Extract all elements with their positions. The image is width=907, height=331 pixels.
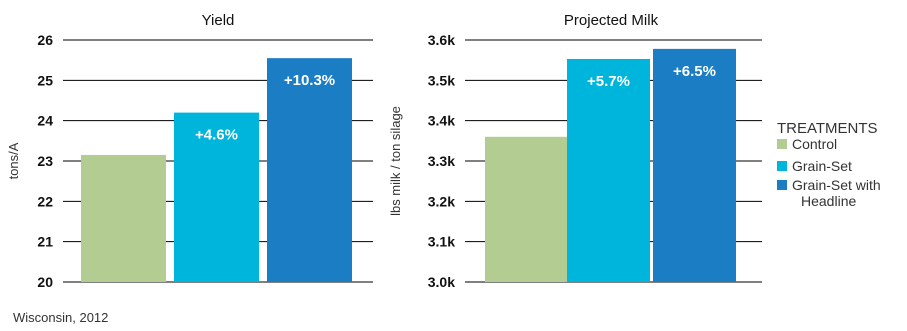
yield-y-tick-label: 21	[37, 234, 53, 250]
yield-bar-2	[174, 112, 259, 282]
milk-data-label-2: +5.7%	[587, 73, 630, 90]
legend-title: TREATMENTS	[777, 120, 878, 137]
yield-y-tick-label: 23	[37, 153, 53, 169]
yield-data-label-2: +4.6%	[195, 127, 238, 144]
milk-y-tick-label: 3.0k	[428, 274, 455, 290]
legend-swatch-3	[777, 180, 787, 190]
yield-chart-title: Yield	[202, 12, 235, 29]
milk-bar-1	[485, 136, 568, 282]
legend-swatch-2	[777, 161, 787, 171]
milk-y-tick-label: 3.6k	[428, 32, 455, 48]
yield-y-tick-label: 22	[37, 193, 53, 209]
yield-y-axis-label: tons/A	[6, 142, 21, 179]
milk-chart-title: Projected Milk	[564, 12, 659, 29]
legend-label-2: Grain-Set	[792, 158, 852, 174]
yield-y-tick-label: 24	[37, 113, 53, 129]
milk-bar-2	[567, 58, 650, 282]
milk-y-axis-label: lbs milk / ton silage	[388, 106, 403, 216]
milk-y-tick-label: 3.4k	[428, 113, 455, 129]
yield-y-tick-label: 26	[37, 32, 53, 48]
legend-swatch-1	[777, 139, 787, 149]
source-note: Wisconsin, 2012	[13, 310, 109, 325]
yield-bar-3	[267, 58, 352, 283]
milk-y-tick-label: 3.3k	[428, 153, 455, 169]
milk-y-tick-label: 3.5k	[428, 72, 455, 88]
yield-y-tick-label: 25	[37, 72, 53, 88]
yield-y-tick-label: 20	[37, 274, 53, 290]
milk-bar-3	[653, 48, 736, 282]
legend-label-1: Control	[792, 136, 837, 152]
legend-label-3: Grain-Set with Headline	[792, 177, 881, 209]
yield-data-label-3: +10.3%	[284, 72, 335, 89]
yield-bar-1	[81, 154, 166, 282]
milk-data-label-3: +6.5%	[673, 63, 716, 80]
milk-y-tick-label: 3.2k	[428, 193, 455, 209]
milk-y-tick-label: 3.1k	[428, 234, 455, 250]
